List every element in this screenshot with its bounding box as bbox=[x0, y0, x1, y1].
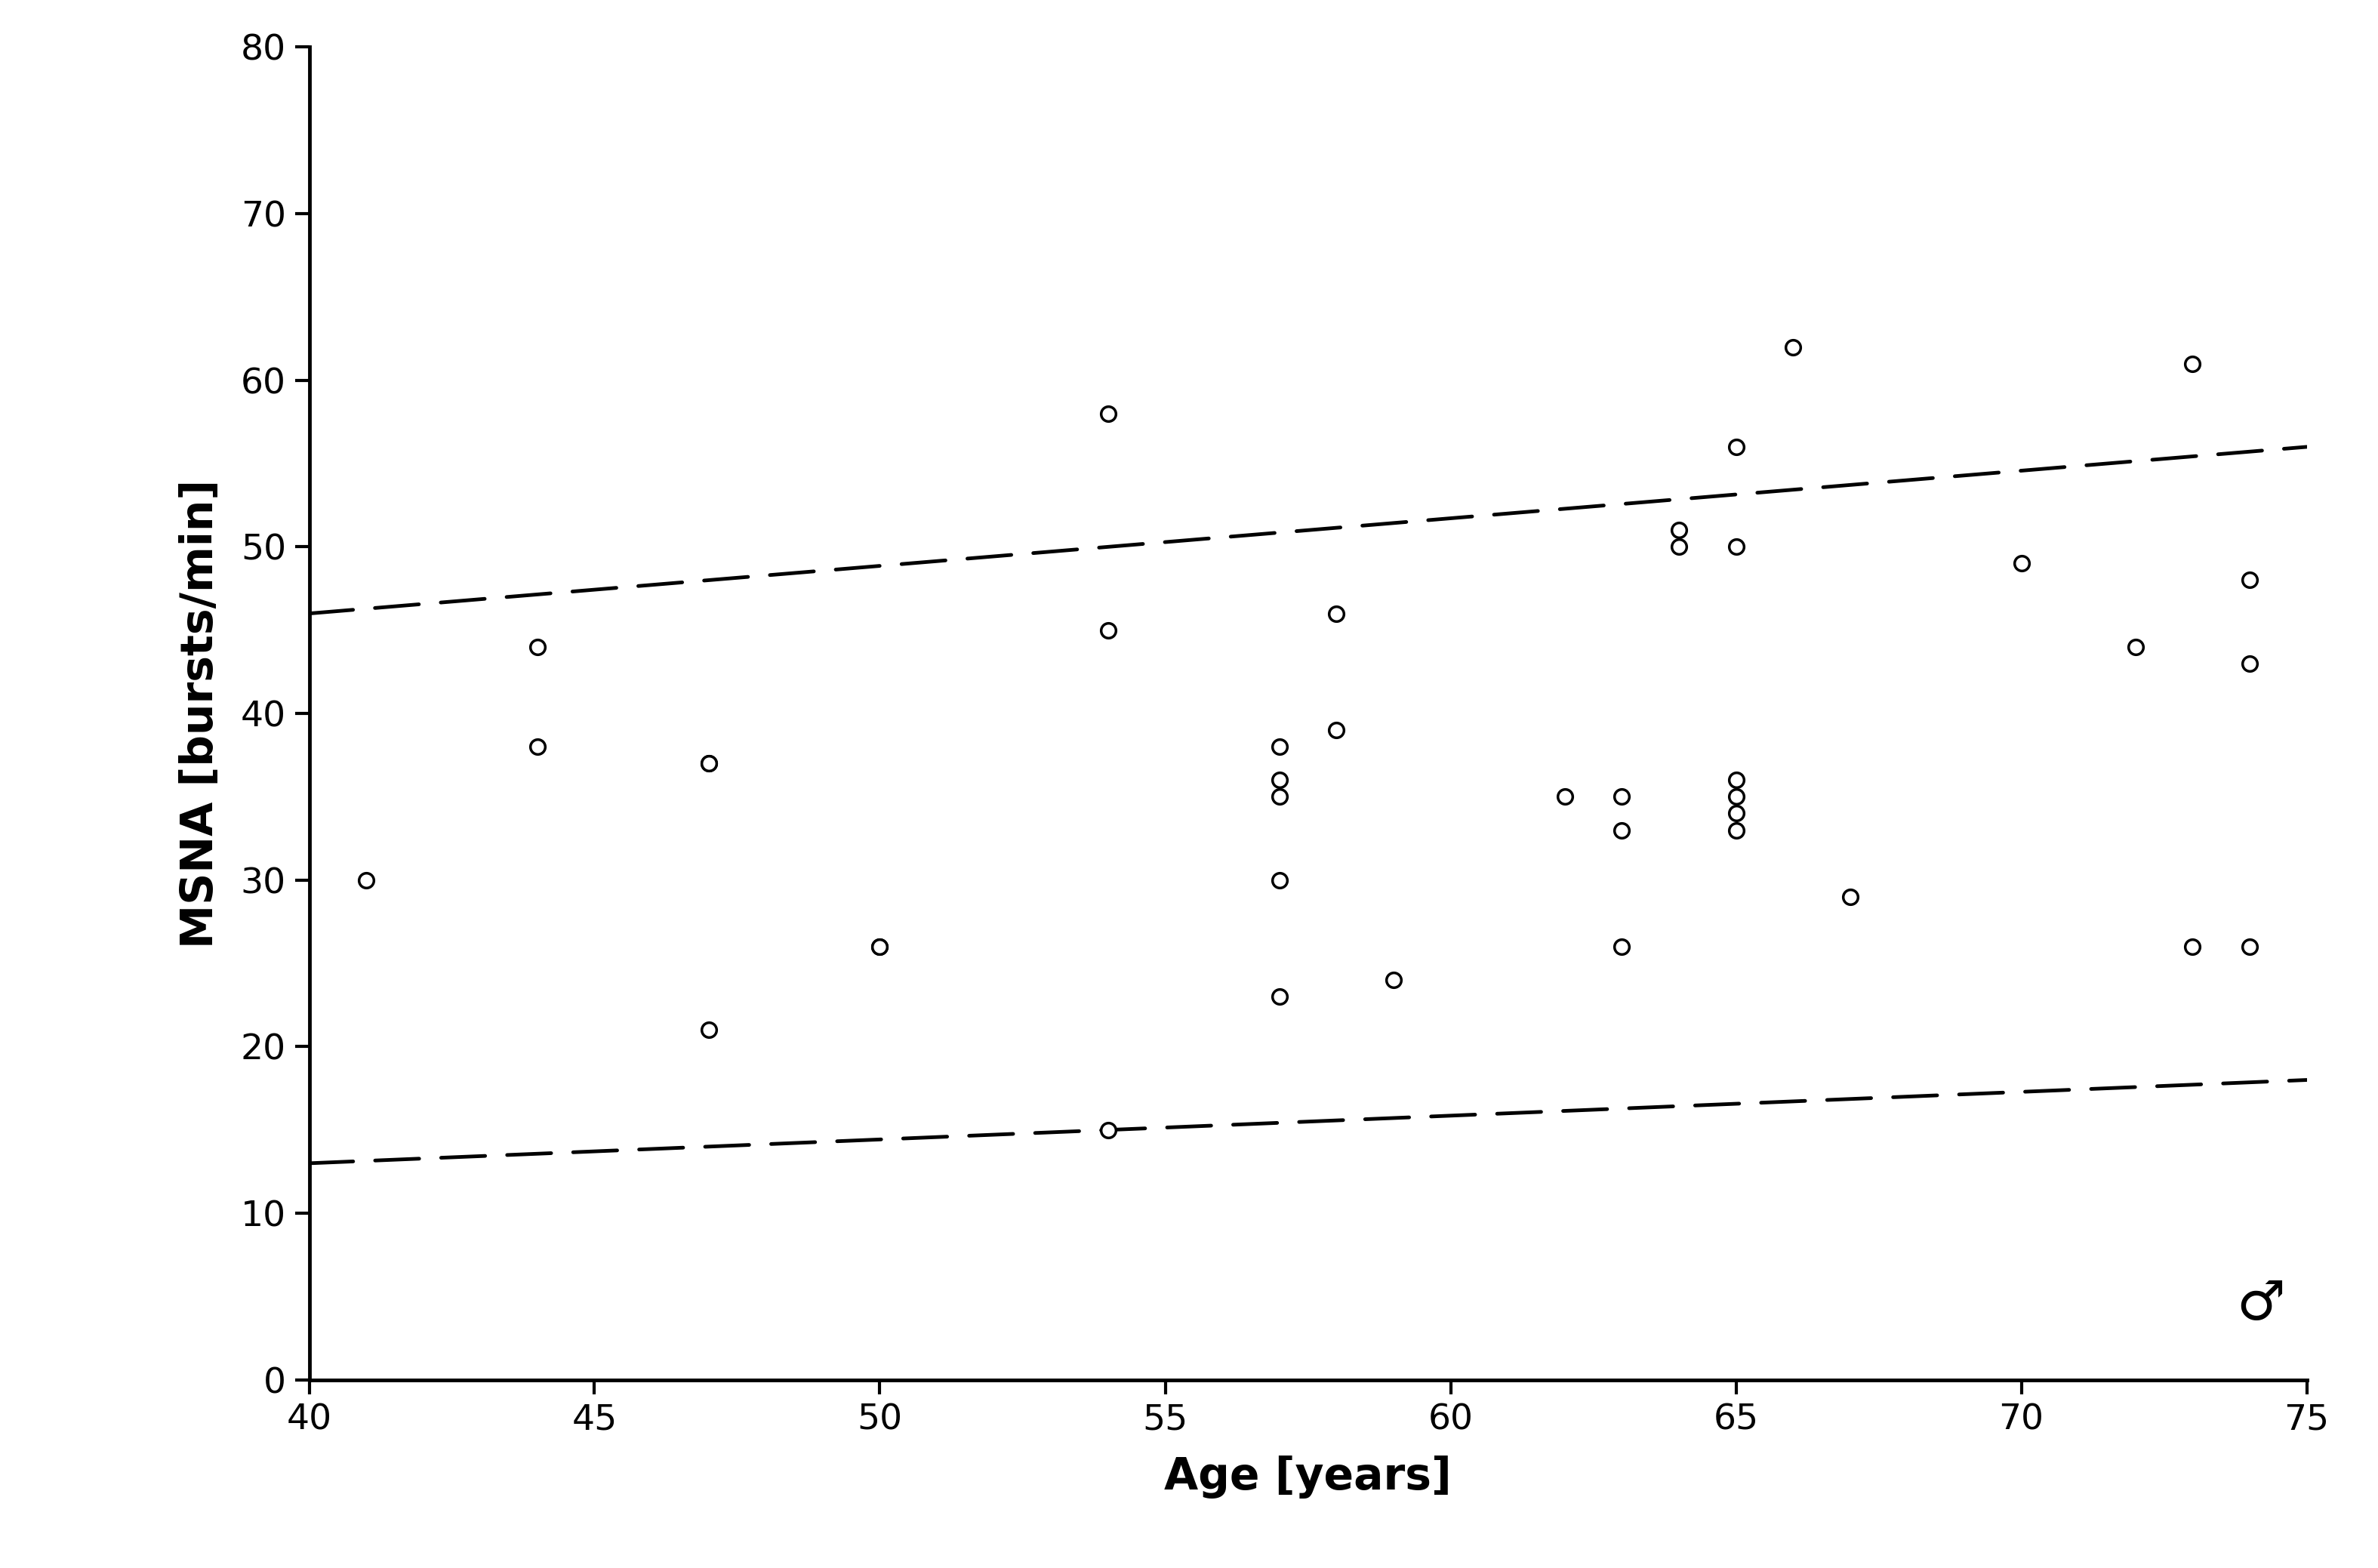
Point bbox=[1717, 801, 1755, 826]
Point bbox=[2116, 635, 2154, 660]
Point bbox=[1089, 401, 1127, 426]
Point bbox=[1717, 767, 1755, 792]
Point bbox=[2231, 651, 2269, 676]
Point bbox=[1260, 867, 1298, 892]
Point bbox=[2173, 351, 2212, 376]
Point bbox=[1260, 985, 1298, 1010]
Point bbox=[1660, 535, 1698, 560]
Point bbox=[1317, 601, 1355, 626]
Point bbox=[2231, 935, 2269, 960]
Point bbox=[690, 751, 728, 776]
Point bbox=[1089, 1118, 1127, 1143]
Point bbox=[2173, 935, 2212, 960]
Point bbox=[1831, 884, 1869, 909]
Point bbox=[1603, 935, 1641, 960]
Point bbox=[347, 867, 385, 892]
Point bbox=[1603, 784, 1641, 809]
Point bbox=[1774, 334, 1812, 359]
Point bbox=[518, 635, 556, 660]
Point bbox=[1717, 784, 1755, 809]
Point bbox=[1546, 784, 1584, 809]
Point bbox=[518, 734, 556, 759]
Point bbox=[1374, 967, 1413, 993]
Point bbox=[1260, 734, 1298, 759]
Point bbox=[1317, 718, 1355, 743]
Point bbox=[1717, 434, 1755, 459]
Text: ♂: ♂ bbox=[2238, 1279, 2285, 1331]
Point bbox=[1260, 784, 1298, 809]
Point bbox=[690, 751, 728, 776]
Point bbox=[1089, 618, 1127, 643]
Point bbox=[690, 1018, 728, 1043]
Y-axis label: MSNA [bursts/min]: MSNA [bursts/min] bbox=[178, 478, 221, 949]
Point bbox=[861, 935, 899, 960]
Point bbox=[861, 935, 899, 960]
Point bbox=[2002, 550, 2040, 575]
Point bbox=[1260, 767, 1298, 792]
Point bbox=[1717, 817, 1755, 842]
Point bbox=[2231, 568, 2269, 593]
Point bbox=[1717, 535, 1755, 560]
X-axis label: Age [years]: Age [years] bbox=[1165, 1455, 1451, 1499]
Point bbox=[1660, 517, 1698, 543]
Point bbox=[1603, 817, 1641, 842]
